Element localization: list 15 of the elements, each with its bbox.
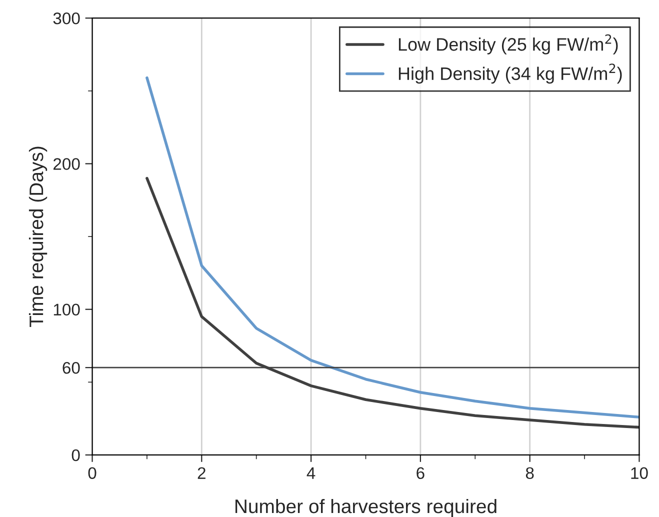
x-tick-label: 0 — [88, 467, 96, 480]
y-tick-label: 100 — [54, 304, 80, 316]
x-tick-label: 10 — [631, 467, 648, 480]
y-tick-label: 0 — [72, 449, 80, 462]
legend-label: Low Density (25 kg FW/m$^{2}$) — [398, 34, 618, 54]
x-tick-label: 6 — [416, 467, 424, 480]
y-tick-label: 200 — [53, 158, 80, 170]
legend-label: High Density (34 kg FW/m$^{2}$) — [398, 64, 622, 84]
y-axis-title: Time required (Days) — [28, 146, 48, 328]
y-tick-label: 60 — [62, 362, 80, 374]
y-tick-label: 300 — [53, 12, 80, 24]
x-tick-label: 2 — [198, 467, 206, 479]
x-axis-title: Number of harvesters required — [236, 498, 496, 517]
x-tick-label: 4 — [306, 467, 316, 479]
x-tick-label: 8 — [526, 467, 534, 480]
